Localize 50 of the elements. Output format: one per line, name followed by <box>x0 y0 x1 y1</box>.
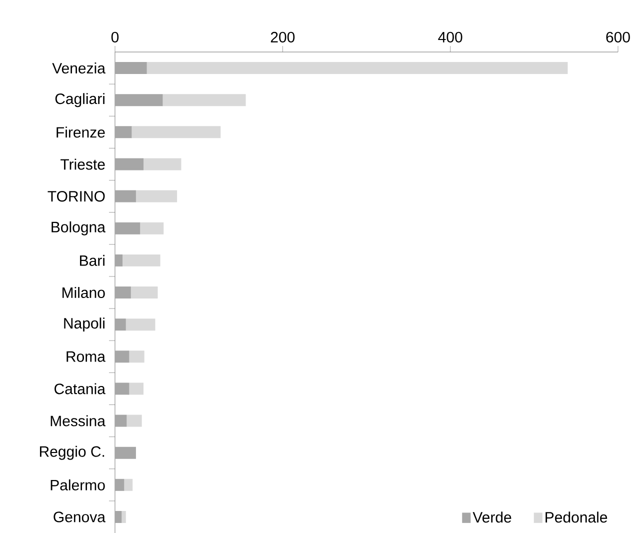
bar <box>162 94 246 106</box>
bar <box>115 126 132 138</box>
bar <box>115 318 126 331</box>
bar <box>124 478 133 491</box>
y-tick-label: Roma <box>66 351 106 362</box>
bar <box>122 510 126 523</box>
bar <box>136 190 178 202</box>
x-tick-label: 0 <box>111 32 119 42</box>
bar <box>115 94 163 106</box>
legend-label: Pedonale <box>546 512 608 523</box>
bar <box>122 254 160 266</box>
bar <box>126 414 142 427</box>
y-tick-label: Venezia <box>52 62 106 74</box>
x-tick-label: 600 <box>606 32 630 42</box>
y-tick-label: Bari <box>80 254 104 266</box>
y-tick-label: Reggio C. <box>40 446 104 460</box>
bar <box>115 158 144 170</box>
y-tick-label: Catania <box>54 383 106 394</box>
x-tick-label: 400 <box>438 32 462 42</box>
bar <box>130 286 158 299</box>
bar <box>115 446 136 459</box>
bar <box>126 318 156 331</box>
bar <box>115 190 136 202</box>
y-tick-label: Messina <box>50 415 106 426</box>
bar <box>115 350 130 363</box>
bar <box>115 286 131 299</box>
x-tick-label: 200 <box>270 32 295 42</box>
y-tick-label: Milano <box>62 286 105 298</box>
bar <box>115 382 130 395</box>
bar <box>129 382 144 395</box>
bar <box>129 350 144 363</box>
bar <box>140 222 164 234</box>
bar <box>132 126 221 138</box>
bar <box>115 222 140 234</box>
bar <box>144 158 182 170</box>
y-tick-label: Bologna <box>52 221 106 236</box>
y-tick-label: Cagliari <box>55 93 104 108</box>
bar <box>115 254 123 266</box>
bar <box>115 510 122 523</box>
legend-label: Verde <box>472 512 512 523</box>
bar <box>115 414 127 427</box>
bar <box>115 478 124 491</box>
y-tick-label: Napoli <box>64 318 104 332</box>
y-tick-label: Firenze <box>56 126 105 138</box>
y-tick-label: Trieste <box>60 158 105 170</box>
bar <box>115 62 147 74</box>
y-tick-label: TORINO <box>48 190 105 202</box>
bar <box>146 62 568 74</box>
y-tick-label: Genova <box>54 512 106 522</box>
y-tick-label: Palermo <box>50 479 105 490</box>
